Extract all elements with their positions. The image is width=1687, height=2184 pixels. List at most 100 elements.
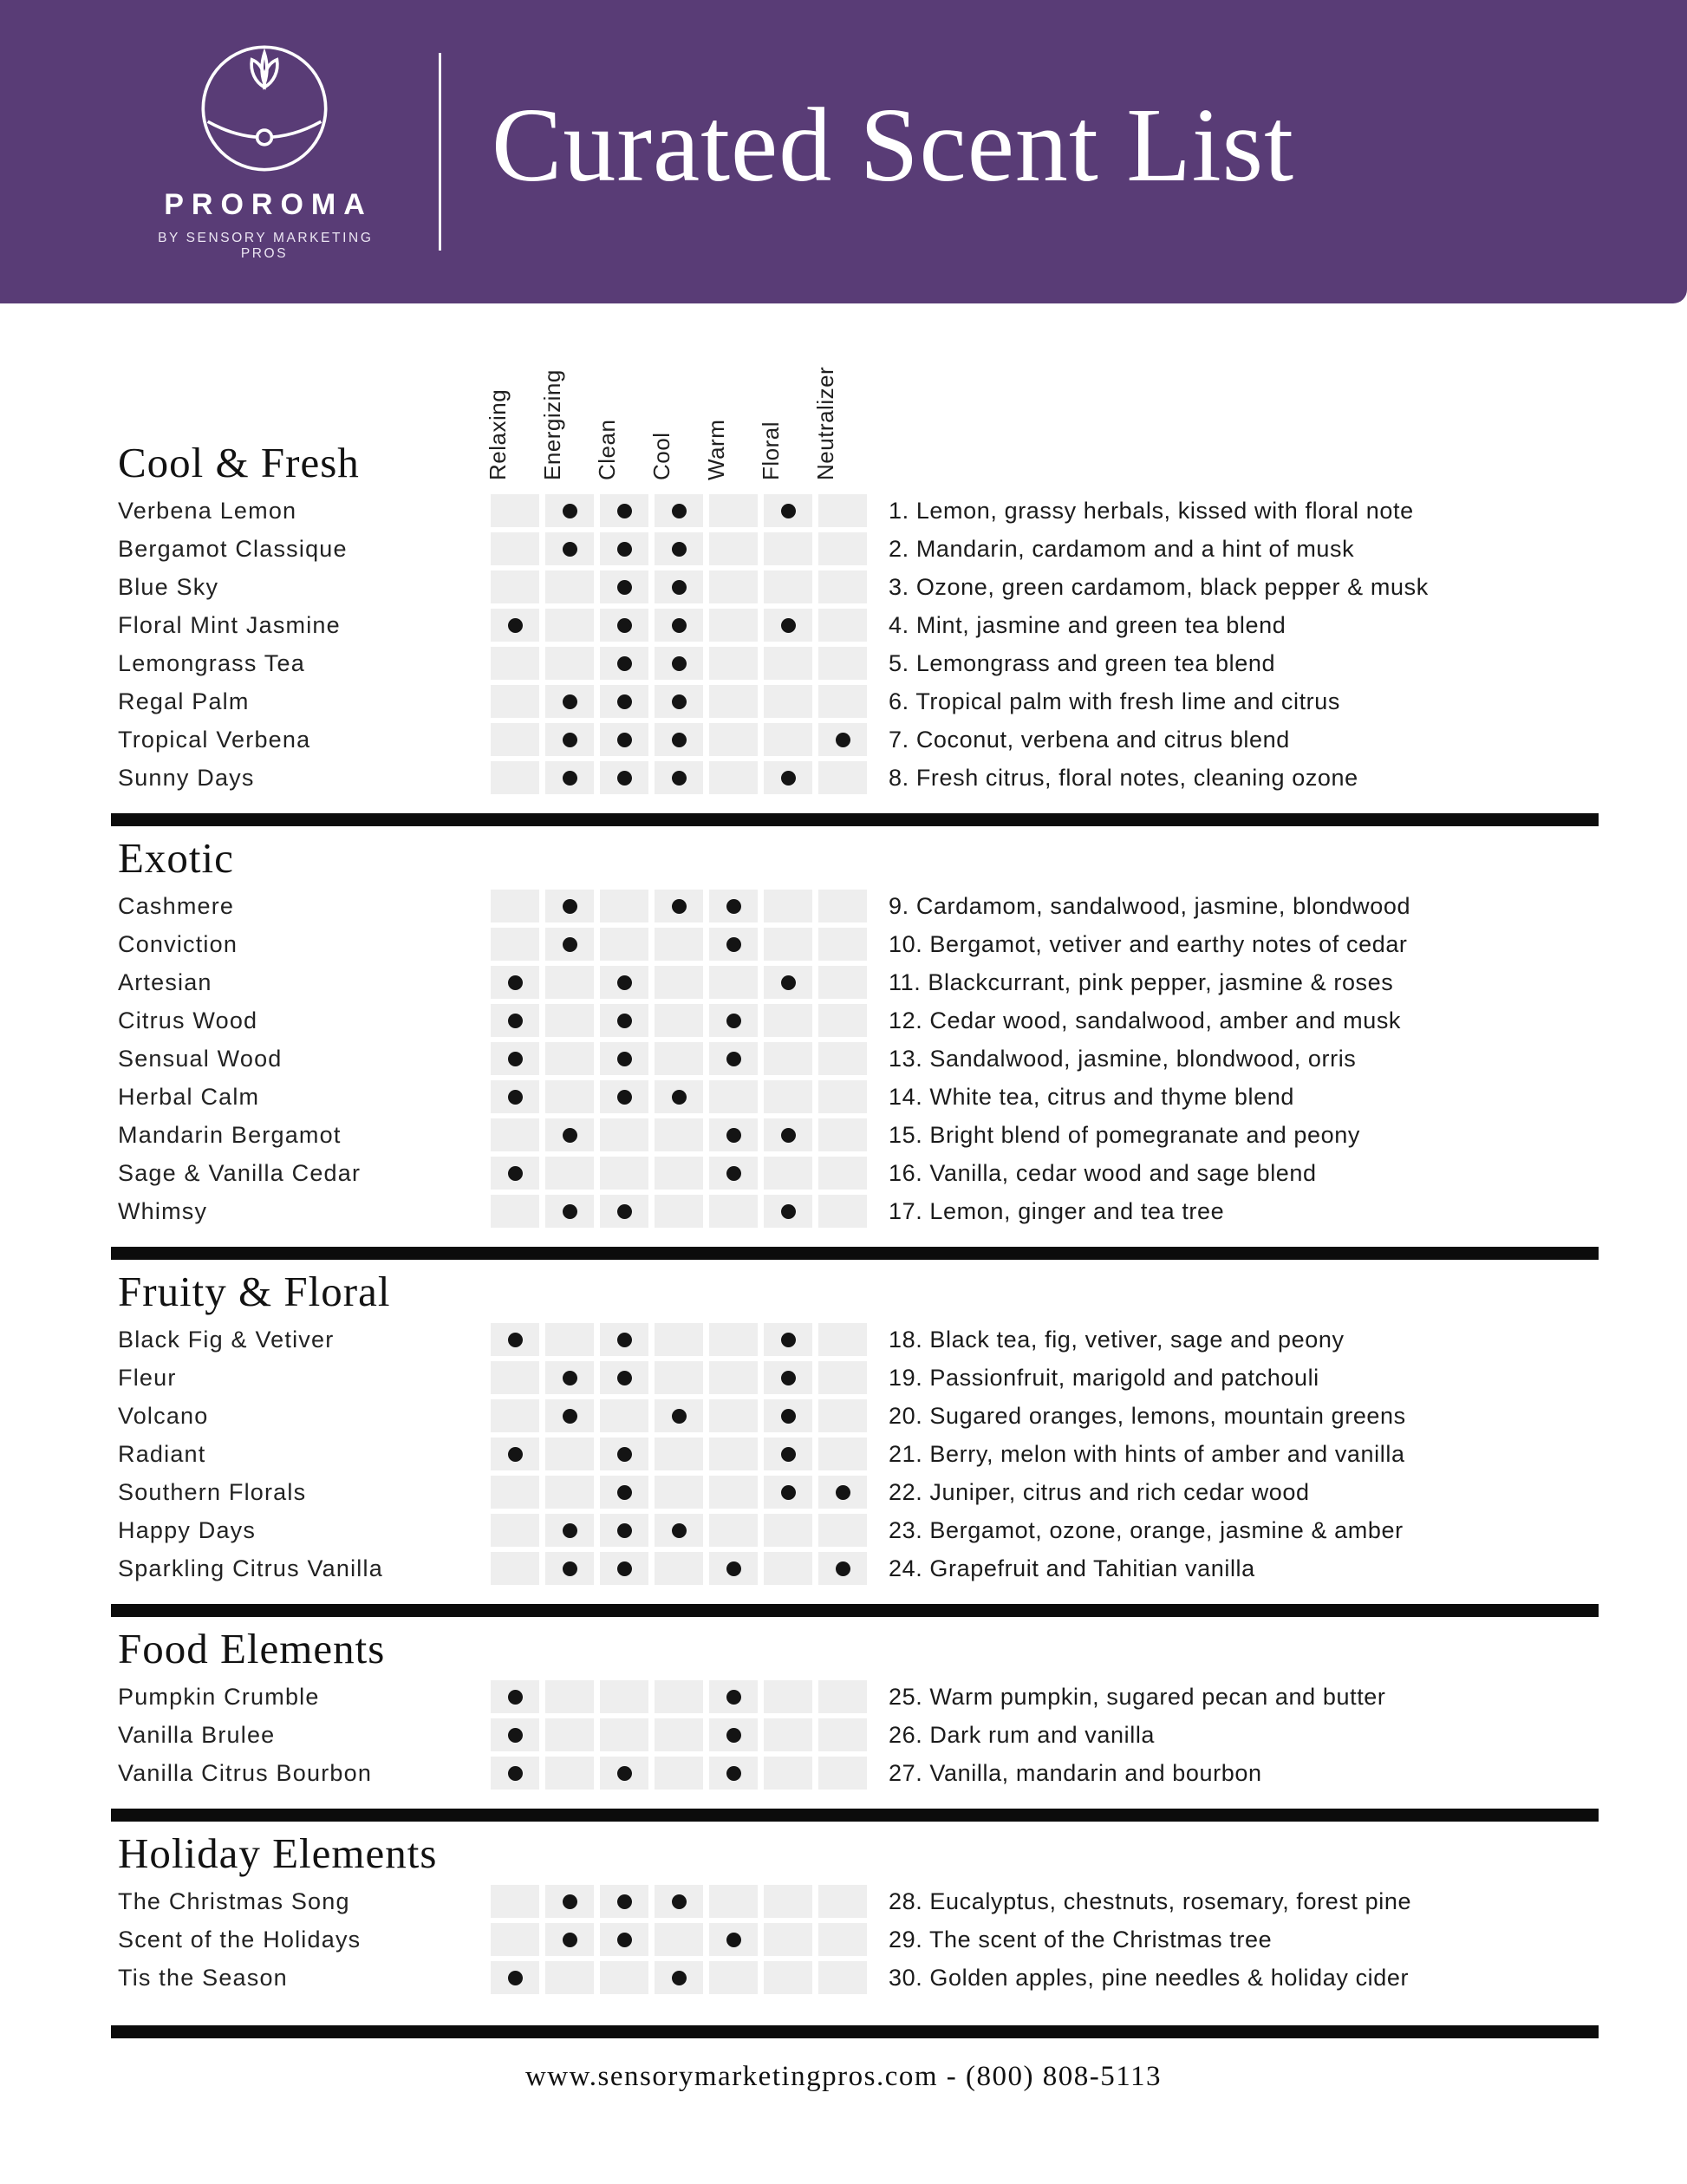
scent-row: Conviction 10. Bergamot, vetiver and eart… xyxy=(0,928,1687,961)
matrix-cell-warm xyxy=(709,1552,758,1585)
matrix-cell-cool xyxy=(655,928,703,961)
matrix-cell-warm xyxy=(709,685,758,718)
attribute-dot xyxy=(726,1689,741,1705)
scent-row: Scent of the Holidays 29. The scent of th… xyxy=(0,1923,1687,1956)
matrix-cell-neutralizer xyxy=(818,685,867,718)
matrix-cell-cool xyxy=(655,1923,703,1956)
scent-description: 6. Tropical palm with fresh lime and cit… xyxy=(889,688,1340,714)
attribute-cells xyxy=(491,928,873,961)
scent-description: 8. Fresh citrus, floral notes, cleaning … xyxy=(889,764,1358,791)
scent-name: Pumpkin Crumble xyxy=(118,1683,320,1710)
scent-name: Bergamot Classique xyxy=(118,535,348,562)
scent-name: Floral Mint Jasmine xyxy=(118,611,341,638)
attribute-dot xyxy=(562,898,577,914)
scent-row: Southern Florals 22. Juniper, citrus and … xyxy=(0,1476,1687,1509)
matrix-cell-clean xyxy=(600,1476,648,1509)
matrix-cell-cool xyxy=(655,1438,703,1470)
attribute-cells xyxy=(491,1195,873,1228)
scent-row: Bergamot Classique 2. Mandarin, cardamom … xyxy=(0,532,1687,565)
header-divider-line xyxy=(439,53,441,251)
matrix-cell-neutralizer xyxy=(818,1680,867,1713)
column-label-floral: Floral xyxy=(758,324,818,487)
attribute-dot xyxy=(616,1051,632,1066)
attribute-dot xyxy=(616,503,632,518)
scent-name: Happy Days xyxy=(118,1516,257,1543)
attribute-dot xyxy=(726,1561,741,1576)
matrix-cell-cool xyxy=(655,532,703,565)
attribute-cells xyxy=(491,1680,873,1713)
matrix-cell-clean xyxy=(600,1552,648,1585)
scent-row: Sunny Days 8. Fresh citrus, floral notes,… xyxy=(0,761,1687,794)
scent-row: Vanilla Citrus Bourbon 27. Vanilla, manda… xyxy=(0,1757,1687,1790)
matrix-cell-relaxing xyxy=(491,1961,539,1994)
attribute-dot xyxy=(507,1165,523,1181)
attribute-dot xyxy=(562,541,577,557)
attribute-dot xyxy=(835,1484,850,1500)
matrix-cell-neutralizer xyxy=(818,609,867,642)
matrix-cell-cool xyxy=(655,609,703,642)
matrix-cell-energizing xyxy=(545,1399,594,1432)
scent-name: Sparkling Citrus Vanilla xyxy=(118,1555,383,1581)
column-label-text: Clean xyxy=(593,419,620,480)
scent-name: Sage & Vanilla Cedar xyxy=(118,1159,362,1186)
attribute-dot xyxy=(562,1522,577,1538)
matrix-cell-energizing xyxy=(545,1438,594,1470)
scent-row: Mandarin Bergamot 15. Bright blend of pom… xyxy=(0,1118,1687,1151)
matrix-cell-clean xyxy=(600,1323,648,1356)
attribute-dot xyxy=(726,1932,741,1947)
attribute-dot xyxy=(616,1013,632,1028)
matrix-cell-relaxing xyxy=(491,1757,539,1790)
matrix-cell-energizing xyxy=(545,1680,594,1713)
attribute-cells xyxy=(491,1042,873,1075)
matrix-cell-neutralizer xyxy=(818,1004,867,1037)
column-label-text: Cool xyxy=(648,432,674,480)
matrix-cell-floral xyxy=(764,1718,812,1751)
matrix-cell-floral xyxy=(764,1080,812,1113)
section-title: Fruity & Floral xyxy=(118,1268,391,1315)
section-header: Fruity & Floral xyxy=(0,1270,1687,1313)
scent-row: Floral Mint Jasmine 4. Mint, jasmine and … xyxy=(0,609,1687,642)
scent-name: Fleur xyxy=(118,1364,177,1391)
attribute-dot xyxy=(671,617,687,633)
attribute-dot xyxy=(726,898,741,914)
footer: www.sensorymarketingpros.com - (800) 808… xyxy=(0,2025,1687,2093)
attribute-dot xyxy=(616,1765,632,1781)
section-divider-bar xyxy=(111,1809,1599,1822)
scent-name: Tis the Season xyxy=(118,1964,288,1991)
matrix-cell-relaxing xyxy=(491,890,539,922)
proroma-logo-icon xyxy=(201,44,328,172)
scent-name: Tropical Verbena xyxy=(118,726,311,753)
scent-list: Cool & Fresh Relaxing Energizing Clean Cool W… xyxy=(0,303,1687,1994)
matrix-cell-clean xyxy=(600,890,648,922)
attribute-cells xyxy=(491,1157,873,1190)
scent-description: 24. Grapefruit and Tahitian vanilla xyxy=(889,1555,1255,1581)
matrix-cell-warm xyxy=(709,1118,758,1151)
matrix-cell-floral xyxy=(764,1552,812,1585)
scent-row: Lemongrass Tea 5. Lemongrass and green te… xyxy=(0,647,1687,680)
matrix-cell-floral xyxy=(764,570,812,603)
matrix-cell-neutralizer xyxy=(818,1361,867,1394)
matrix-cell-floral xyxy=(764,928,812,961)
scent-row: Vanilla Brulee 26. Dark rum and vanilla xyxy=(0,1718,1687,1751)
column-label-text: Energizing xyxy=(538,369,565,480)
matrix-cell-neutralizer xyxy=(818,1757,867,1790)
scent-name: Verbena Lemon xyxy=(118,497,297,524)
matrix-cell-cool xyxy=(655,494,703,527)
matrix-cell-clean xyxy=(600,1399,648,1432)
attribute-dot xyxy=(616,1561,632,1576)
column-label-text: Warm xyxy=(702,419,729,480)
header-banner: PROROMA BY SENSORY MARKETING PROS Curate… xyxy=(0,0,1687,303)
attribute-dot xyxy=(671,1408,687,1424)
column-label-neutralizer: Neutralizer xyxy=(812,324,873,487)
scent-description: 12. Cedar wood, sandalwood, amber and mu… xyxy=(889,1007,1402,1033)
attribute-dot xyxy=(616,1203,632,1219)
matrix-cell-neutralizer xyxy=(818,890,867,922)
matrix-cell-cool xyxy=(655,1552,703,1585)
brand-name: PROROMA xyxy=(164,187,373,221)
matrix-cell-energizing xyxy=(545,1042,594,1075)
scent-name: Radiant xyxy=(118,1440,206,1467)
scent-description: 25. Warm pumpkin, sugared pecan and butt… xyxy=(889,1683,1386,1710)
matrix-cell-floral xyxy=(764,1399,812,1432)
column-label-text: Relaxing xyxy=(484,388,511,480)
attribute-dot xyxy=(780,1332,796,1347)
